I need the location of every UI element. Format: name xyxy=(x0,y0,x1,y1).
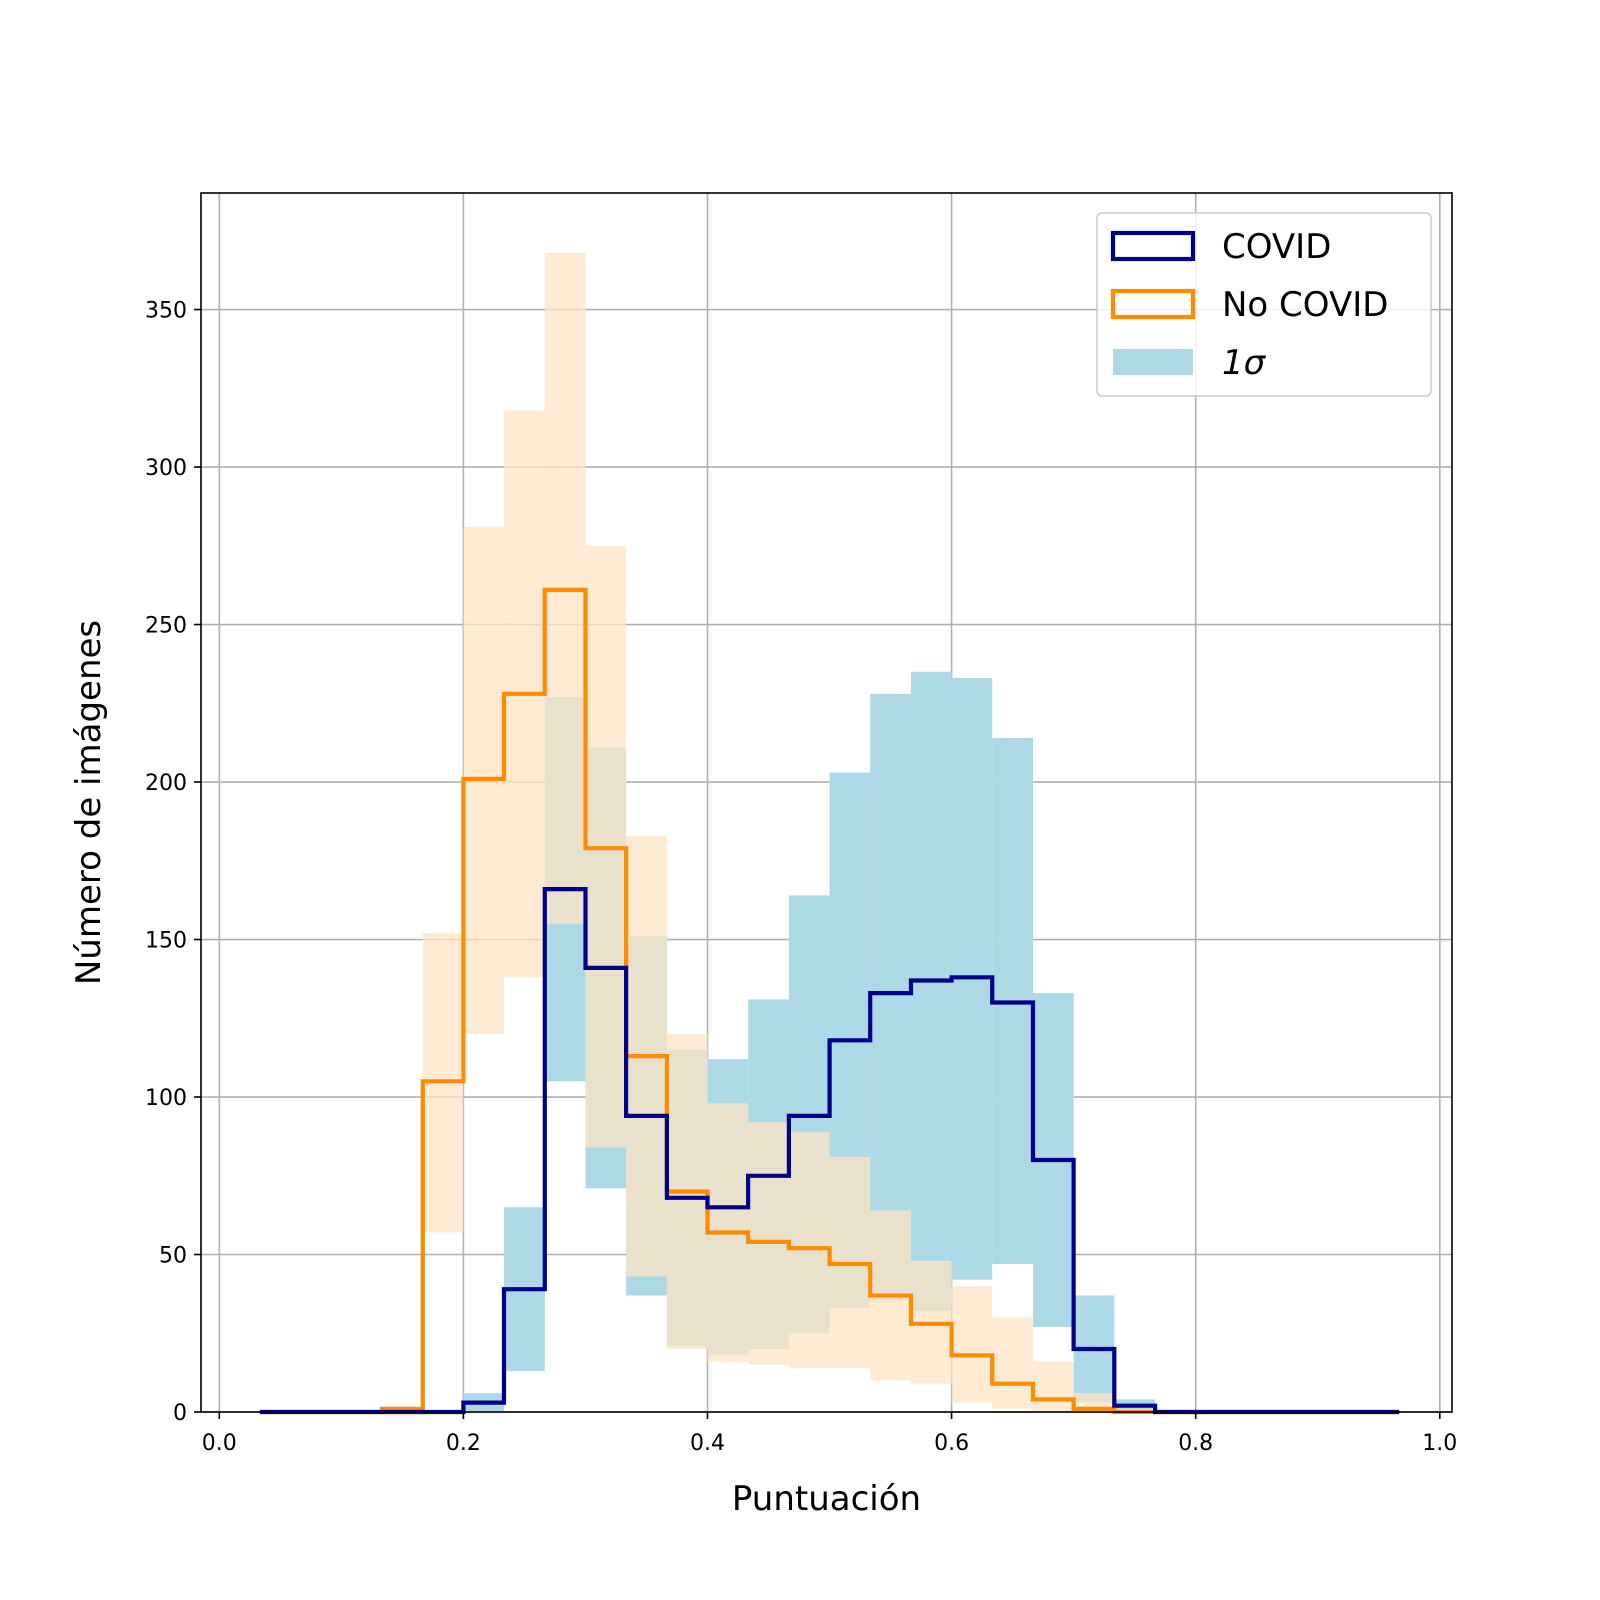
x-tick-label-3: 0.6 xyxy=(934,1431,969,1456)
y-tick-label-0: 0 xyxy=(173,1401,187,1426)
y-tick-label-6: 300 xyxy=(145,456,187,481)
step-line-covid xyxy=(259,887,1400,1415)
legend-label-covid: COVID xyxy=(1222,227,1331,267)
x-tick-label-0: 0.0 xyxy=(202,1431,237,1456)
band-no-covid-bin-19 xyxy=(1033,1361,1074,1412)
y-tick-label-7: 350 xyxy=(145,299,187,324)
band-covid-bin-16 xyxy=(910,671,952,1312)
x-axis-label: Puntuación xyxy=(732,1479,921,1519)
y-axis-label: Número de imágenes xyxy=(69,620,109,985)
y-tick-label-5: 250 xyxy=(145,614,187,639)
y-tick-label-4: 200 xyxy=(145,771,187,796)
legend-swatch-no-covid xyxy=(1110,288,1196,320)
x-tick-label-2: 0.4 xyxy=(690,1431,725,1456)
x-tick-label-1: 0.2 xyxy=(446,1431,481,1456)
step-line-no-covid xyxy=(259,587,1400,1415)
y-tick-label-2: 100 xyxy=(145,1086,187,1111)
plot-frame xyxy=(200,192,1453,1413)
band-no-covid-bin-17 xyxy=(951,1286,993,1403)
y-tick-label-1: 50 xyxy=(159,1244,187,1269)
band-no-covid-bin-18 xyxy=(992,1317,1034,1409)
x-tick-label-4: 0.8 xyxy=(1178,1431,1213,1456)
axis-ticks: 0.0 0.2 0.4 0.6 0.8 1.0 0 50 100 150 200 250 300 350 xyxy=(145,299,1457,1456)
y-tick-label-3: 150 xyxy=(145,929,187,954)
legend-swatch-covid xyxy=(1110,230,1196,262)
x-tick-label-5: 1.0 xyxy=(1422,1431,1457,1456)
legend-label-no-covid: No COVID xyxy=(1222,285,1388,325)
legend-label-sigma: 1σ xyxy=(1222,343,1267,383)
legend-swatch-sigma xyxy=(1113,349,1193,375)
histogram-steps xyxy=(259,587,1400,1415)
legend: COVID No COVID 1σ xyxy=(1096,212,1432,397)
